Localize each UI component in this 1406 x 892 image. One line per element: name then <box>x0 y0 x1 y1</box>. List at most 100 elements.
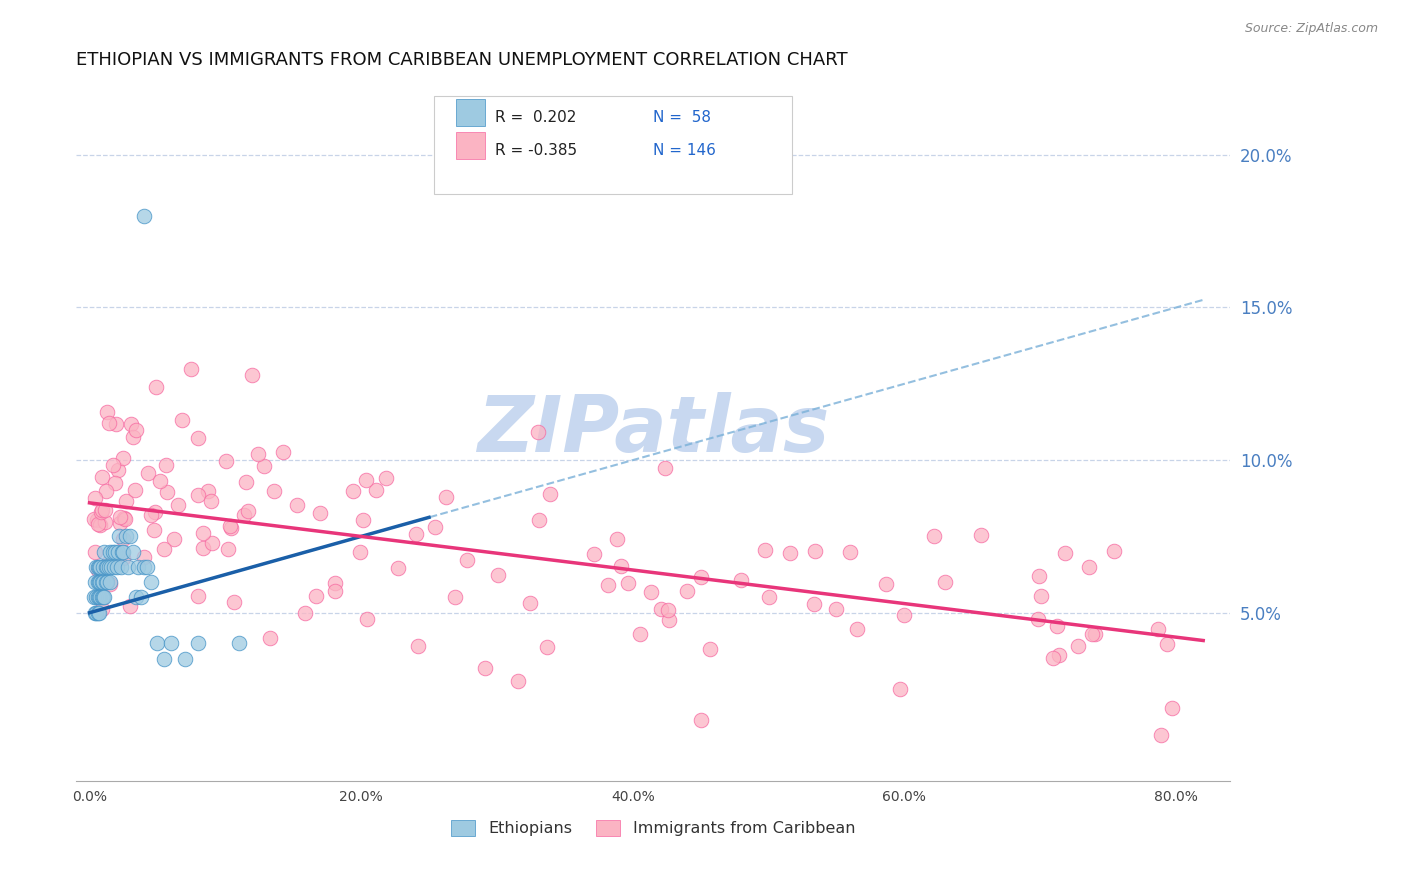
Point <box>166 498 188 512</box>
Point <box>294 606 316 620</box>
Point <box>134 550 156 565</box>
Point <box>689 713 711 727</box>
Point <box>443 591 465 605</box>
Point <box>142 523 165 537</box>
Point <box>96 484 118 499</box>
Point <box>108 516 131 530</box>
Point <box>172 413 194 427</box>
Point <box>86 591 108 605</box>
Point <box>135 560 157 574</box>
Point <box>247 447 270 461</box>
Point <box>285 498 308 512</box>
Point <box>103 458 125 473</box>
Point <box>236 503 259 517</box>
Point <box>352 513 374 527</box>
Point <box>111 544 134 558</box>
Point <box>1028 569 1050 583</box>
Point <box>582 547 605 561</box>
FancyBboxPatch shape <box>434 96 792 194</box>
Point <box>117 560 139 574</box>
Point <box>112 550 135 565</box>
Point <box>120 599 142 613</box>
Point <box>86 606 108 620</box>
Point <box>87 606 110 620</box>
Point <box>97 416 120 430</box>
Point <box>153 651 176 665</box>
Point <box>86 513 108 527</box>
Point <box>1042 650 1064 665</box>
Point <box>606 532 628 546</box>
Point <box>1031 590 1053 604</box>
Point <box>219 518 242 533</box>
Point <box>94 515 117 529</box>
Point <box>486 568 509 582</box>
Point <box>160 636 183 650</box>
Text: N = 146: N = 146 <box>654 144 716 159</box>
Point <box>84 606 107 620</box>
Point <box>699 642 721 657</box>
Point <box>252 459 274 474</box>
Text: ETHIOPIAN VS IMMIGRANTS FROM CARIBBEAN UNEMPLOYMENT CORRELATION CHART: ETHIOPIAN VS IMMIGRANTS FROM CARIBBEAN U… <box>76 51 848 69</box>
Point <box>104 544 127 558</box>
Point <box>94 560 117 574</box>
Point <box>598 578 620 592</box>
Point <box>259 632 281 646</box>
Text: N =  58: N = 58 <box>654 111 711 126</box>
Point <box>83 591 105 605</box>
Point <box>111 450 134 465</box>
Point <box>527 512 550 526</box>
Point <box>387 561 409 575</box>
Point <box>111 533 134 547</box>
Point <box>127 560 149 574</box>
Point <box>132 560 155 574</box>
Point <box>610 559 633 574</box>
Point <box>89 575 111 590</box>
Point <box>1146 622 1168 636</box>
Point <box>1078 560 1101 574</box>
Point <box>100 560 122 574</box>
Point <box>115 494 138 508</box>
Point <box>232 508 254 522</box>
Point <box>96 575 118 590</box>
Point <box>200 536 222 550</box>
Point <box>825 602 848 616</box>
Point <box>87 575 110 590</box>
Point <box>354 473 377 487</box>
Point <box>263 484 285 499</box>
Point <box>356 612 378 626</box>
Point <box>875 577 897 591</box>
Text: Source: ZipAtlas.com: Source: ZipAtlas.com <box>1244 22 1378 36</box>
Point <box>222 594 245 608</box>
Point <box>90 575 112 590</box>
Point <box>94 575 117 590</box>
Point <box>83 545 105 559</box>
Point <box>97 560 120 574</box>
Point <box>107 544 129 558</box>
Point <box>1047 648 1070 662</box>
Point <box>323 575 346 590</box>
Point <box>139 575 162 590</box>
Point <box>155 458 177 472</box>
Point <box>405 527 427 541</box>
Point <box>187 488 209 502</box>
Point <box>114 512 136 526</box>
Point <box>364 483 387 497</box>
Point <box>1104 544 1126 558</box>
Point <box>87 517 110 532</box>
Point <box>97 556 120 570</box>
Point <box>84 575 107 590</box>
Point <box>96 560 118 574</box>
Point <box>434 491 457 505</box>
Point <box>145 505 167 519</box>
Point <box>1161 701 1184 715</box>
Point <box>200 494 222 508</box>
Point <box>1067 640 1090 654</box>
Point <box>136 466 159 480</box>
Point <box>86 560 108 574</box>
Point <box>108 529 131 543</box>
Point <box>89 518 111 533</box>
Point <box>474 661 496 675</box>
Point <box>758 590 780 604</box>
Point <box>654 460 676 475</box>
Text: ZIPatlas: ZIPatlas <box>477 392 830 467</box>
